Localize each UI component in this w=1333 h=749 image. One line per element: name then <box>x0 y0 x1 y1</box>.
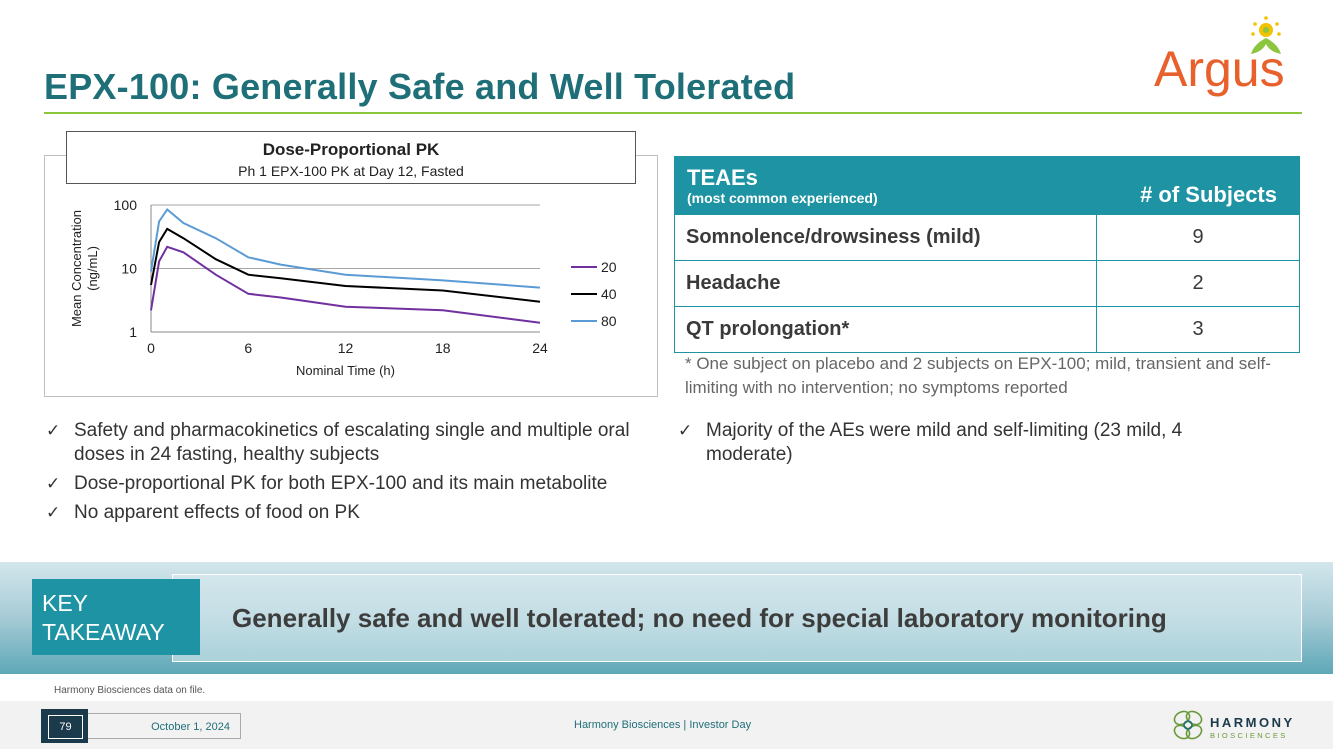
bullet-text: No apparent effects of food on PK <box>74 502 360 523</box>
y-axis-label-unit: (ng/mL) <box>85 246 100 291</box>
key-takeaway-line2: TAKEAWAY <box>42 619 165 645</box>
teae-name: Somnolence/drowsiness (mild) <box>674 214 1097 261</box>
key-takeaway-label: KEY TAKEAWAY <box>32 579 200 655</box>
key-takeaway-line1: KEY <box>42 590 89 616</box>
pk-line-chart: 1 10 100 0 6 12 18 24 Nominal Time (h) Mean Conce… <box>69 197 617 378</box>
takeaway-frame <box>172 574 1302 662</box>
teae-header-title: TEAEs <box>687 164 758 190</box>
legend-label: 80 <box>601 313 617 329</box>
x-tick-label: 12 <box>338 340 354 356</box>
teae-count: 3 <box>1096 306 1300 353</box>
x-axis-label: Nominal Time (h) <box>296 363 395 378</box>
logo-flower-icon <box>1251 16 1281 54</box>
chart-header: Dose-Proportional PK Ph 1 EPX-100 PK at … <box>66 131 636 184</box>
key-takeaway-text: Generally safe and well tolerated; no ne… <box>232 603 1167 633</box>
bullet-text: Safety and pharmacokinetics of escalatin… <box>74 420 630 465</box>
teae-count: 9 <box>1096 214 1300 261</box>
table-row: Headache 2 <box>674 260 1300 307</box>
teae-header-left: TEAEs (most common experienced) <box>674 156 1097 215</box>
bullet-list-right: ✓ Majority of the AEs were mild and self-… <box>676 419 1236 472</box>
bullet-text: Majority of the AEs were mild and self-l… <box>706 420 1183 465</box>
footer-event: Harmony Biosciences | Investor Day <box>574 719 752 731</box>
teae-name: Headache <box>674 260 1097 307</box>
title-divider <box>44 112 1302 114</box>
table-row: QT prolongation* 3 <box>674 306 1300 353</box>
logo-wordmark: Argus <box>1154 41 1285 97</box>
teae-header-subtitle: (most common experienced) <box>687 189 878 206</box>
footer-date: October 1, 2024 <box>88 713 241 739</box>
harmony-subtext: BIOSCIENCES <box>1210 731 1288 740</box>
table-row: Somnolence/drowsiness (mild) 9 <box>674 214 1300 261</box>
list-item: ✓ Majority of the AEs were mild and self-… <box>676 419 1236 467</box>
harmony-logo: HARMONY BIOSCIENCES <box>1173 710 1295 740</box>
y-tick-label: 1 <box>129 324 137 340</box>
page-number: 79 <box>48 715 83 739</box>
series-line-40 <box>150 227 541 303</box>
legend-label: 20 <box>601 259 617 275</box>
x-tick-label: 18 <box>435 340 451 356</box>
legend-label: 40 <box>601 286 617 302</box>
list-item: ✓ Dose-proportional PK for both EPX-100 a… <box>44 472 664 496</box>
checkmark-icon: ✓ <box>46 421 61 440</box>
x-tick-label: 6 <box>244 340 252 356</box>
x-tick-label: 24 <box>532 340 548 356</box>
series-line-20 <box>150 245 541 324</box>
teae-table: TEAEs (most common experienced) # of Sub… <box>674 156 1300 353</box>
teae-name: QT prolongation* <box>674 306 1097 353</box>
teae-count: 2 <box>1096 260 1300 307</box>
list-item: ✓ Safety and pharmacokinetics of escalati… <box>44 419 664 467</box>
y-tick-label: 10 <box>121 261 137 277</box>
bullet-list-left: ✓ Safety and pharmacokinetics of escalati… <box>44 419 664 530</box>
teae-footnote: * One subject on placebo and 2 subjects … <box>685 354 1271 397</box>
list-item: ✓ No apparent effects of food on PK <box>44 501 664 525</box>
source-note: Harmony Biosciences data on file. <box>54 685 206 696</box>
checkmark-icon: ✓ <box>46 503 61 522</box>
argus-logo: Argus <box>1154 16 1285 97</box>
harmony-knot-icon <box>1173 710 1203 740</box>
page-number-box: 79 <box>41 709 88 743</box>
series-line-80 <box>150 208 541 289</box>
footer-bar <box>0 701 1333 749</box>
y-axis-label: Mean Concentration <box>69 210 84 327</box>
y-tick-label: 100 <box>114 197 138 213</box>
teae-header-count: # of Subjects <box>1096 156 1300 215</box>
harmony-wordmark: HARMONY <box>1210 715 1295 730</box>
x-tick-label: 0 <box>147 340 155 356</box>
checkmark-icon: ✓ <box>46 474 61 493</box>
teae-table-header: TEAEs (most common experienced) # of Sub… <box>674 156 1300 215</box>
chart-title: Dose-Proportional PK <box>262 140 440 159</box>
page-title: EPX-100: Generally Safe and Well Tolerat… <box>44 66 796 107</box>
bullet-text: Dose-proportional PK for both EPX-100 an… <box>74 473 608 494</box>
chart-subtitle: Ph 1 EPX-100 PK at Day 12, Fasted <box>238 163 464 179</box>
checkmark-icon: ✓ <box>678 421 693 440</box>
